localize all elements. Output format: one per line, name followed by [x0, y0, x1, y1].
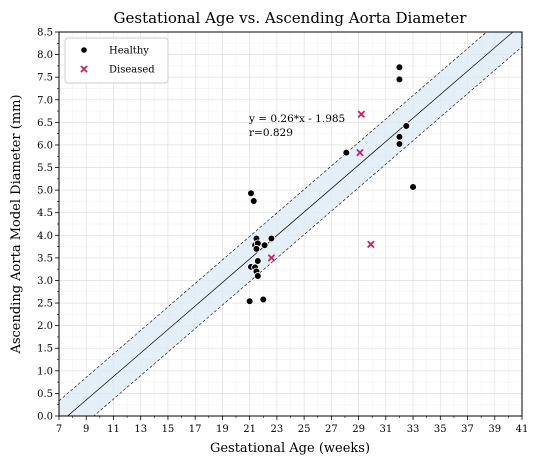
healthy-point: [396, 141, 403, 148]
healthy-point: [254, 273, 261, 280]
x-tick-label: 41: [516, 424, 529, 435]
healthy-point: [254, 258, 261, 265]
healthy-point: [268, 235, 275, 242]
x-tick-label: 39: [488, 424, 501, 435]
correlation-coefficient: r=0.829: [249, 127, 293, 139]
y-tick-label: 8.5: [37, 28, 53, 39]
y-tick-label: 5.0: [37, 186, 53, 197]
legend: Healthy Diseased: [65, 38, 168, 83]
y-tick-label: 2.5: [37, 299, 53, 310]
healthy-point: [396, 64, 403, 71]
y-axis-ticks: 0.0 0.5 1.0 1.5 2.0 2.5 3.0 3.5 4.0 4.5 5.0 5.5 6.0 6…: [37, 28, 59, 423]
y-tick-label: 2.0: [37, 321, 53, 332]
healthy-point: [396, 76, 403, 83]
y-tick-label: 5.5: [37, 163, 53, 174]
x-tick-label: 21: [243, 424, 256, 435]
y-tick-label: 7.5: [37, 73, 53, 84]
healthy-point: [343, 149, 350, 156]
x-tick-label: 11: [107, 424, 120, 435]
y-tick-label: 4.0: [37, 231, 53, 242]
y-tick-label: 3.0: [37, 276, 53, 287]
x-tick-label: 23: [271, 424, 284, 435]
y-tick-label: 1.5: [37, 344, 53, 355]
x-tick-label: 15: [162, 424, 175, 435]
legend-label-diseased: Diseased: [109, 65, 155, 76]
x-axis-ticks: 7 9 11 13 15 17 19 21 23 25 27 29 31 33 35 37 39 41: [56, 416, 529, 435]
y-tick-label: 6.0: [37, 140, 53, 151]
healthy-point: [403, 123, 410, 130]
y-tick-label: 6.5: [37, 118, 53, 129]
x-tick-label: 19: [216, 424, 229, 435]
legend-label-healthy: Healthy: [109, 46, 149, 57]
x-tick-label: 35: [434, 424, 447, 435]
x-tick-label: 29: [352, 424, 365, 435]
regression-equation: y = 0.26*x - 1.985: [248, 113, 345, 125]
y-axis-label: Ascending Aorta Model Diameter (mm): [9, 94, 24, 354]
healthy-point: [253, 245, 260, 252]
y-tick-label: 1.0: [37, 366, 53, 377]
healthy-point: [246, 298, 253, 305]
y-tick-label: 3.5: [37, 253, 53, 264]
x-tick-label: 33: [407, 424, 420, 435]
y-tick-label: 8.0: [37, 50, 53, 61]
y-tick-label: 0.0: [37, 412, 53, 423]
healthy-point: [410, 184, 417, 191]
healthy-point: [250, 198, 257, 205]
legend-marker-healthy: [81, 47, 87, 53]
x-tick-label: 7: [56, 424, 62, 435]
x-tick-label: 37: [461, 424, 474, 435]
chart-title: Gestational Age vs. Ascending Aorta Diam…: [114, 9, 468, 27]
x-tick-label: 31: [379, 424, 392, 435]
x-tick-label: 27: [325, 424, 338, 435]
y-tick-label: 0.5: [37, 389, 53, 400]
y-tick-label: 4.5: [37, 208, 53, 219]
x-tick-label: 9: [83, 424, 89, 435]
healthy-point: [248, 190, 255, 197]
healthy-point: [261, 242, 268, 249]
healthy-point: [396, 133, 403, 140]
x-tick-label: 13: [134, 424, 147, 435]
x-axis-label: Gestational Age (weeks): [210, 441, 370, 456]
healthy-point: [260, 296, 267, 303]
x-tick-label: 17: [189, 424, 202, 435]
y-tick-label: 7.0: [37, 95, 53, 106]
x-tick-label: 25: [298, 424, 311, 435]
